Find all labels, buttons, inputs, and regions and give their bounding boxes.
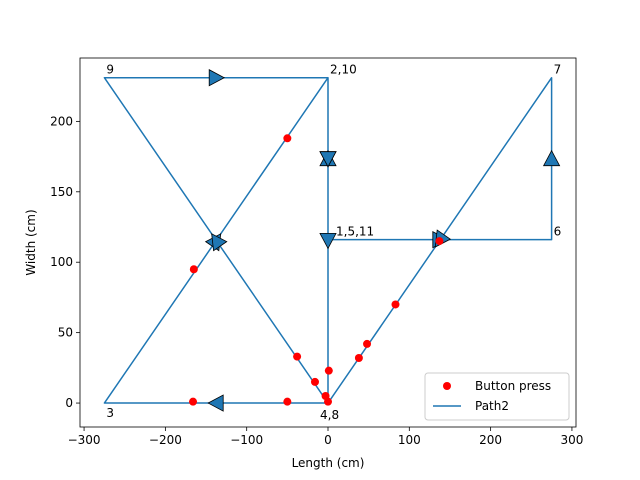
- direction-arrow: [207, 394, 224, 412]
- y-axis-label: Width (cm): [24, 209, 38, 275]
- point-annotation: 2,10: [330, 63, 357, 77]
- direction-arrow: [319, 232, 337, 250]
- x-axis-label: Length (cm): [292, 456, 365, 470]
- button-press-point: [354, 353, 363, 362]
- legend-label-path2: Path2: [475, 399, 509, 413]
- x-tick-label: −200: [149, 433, 182, 447]
- direction-arrow: [208, 69, 226, 87]
- point-annotation: 1,5,11: [336, 225, 374, 239]
- x-tick-label: 0: [324, 433, 332, 447]
- button-press-point: [435, 237, 444, 246]
- legend-label-button-press: Button press: [475, 379, 551, 393]
- button-press-point: [324, 397, 332, 406]
- button-press-point: [363, 339, 372, 348]
- axis-ticks: −300 −200 −100 0 100 200 300 0 50 100 150 200: [50, 114, 583, 447]
- y-tick-label: 100: [50, 255, 73, 269]
- legend-marker-button-press: [443, 382, 451, 390]
- plot-area: 9 2,10 7 1,5,11 6 3 4,8: [103, 63, 562, 422]
- point-annotation: 4,8: [320, 408, 339, 422]
- y-tick-label: 150: [50, 185, 73, 199]
- x-tick-label: 100: [398, 433, 421, 447]
- button-press-point: [391, 300, 400, 309]
- x-tick-label: 200: [479, 433, 502, 447]
- point-annotation: 3: [106, 406, 114, 420]
- point-annotation: 7: [554, 63, 562, 77]
- x-tick-label: −300: [68, 433, 101, 447]
- direction-arrow: [542, 149, 561, 167]
- button-press-point: [310, 377, 319, 386]
- point-annotation: 6: [554, 225, 562, 239]
- y-tick-label: 50: [58, 326, 73, 340]
- point-annotation: 9: [106, 63, 114, 77]
- button-press-point: [189, 265, 198, 274]
- y-tick-label: 200: [50, 114, 73, 128]
- y-tick-label: 0: [65, 396, 73, 410]
- direction-arrow: [319, 151, 337, 168]
- legend: Button press Path2: [424, 372, 570, 421]
- direction-arrow: [211, 233, 228, 252]
- button-press-point: [283, 134, 292, 143]
- button-press-point: [189, 397, 198, 406]
- button-press-point: [293, 352, 302, 361]
- button-press-point: [324, 366, 333, 375]
- x-tick-label: 300: [560, 433, 583, 447]
- x-tick-label: −100: [230, 433, 263, 447]
- button-press-point: [283, 397, 292, 406]
- legend-box: [424, 372, 570, 421]
